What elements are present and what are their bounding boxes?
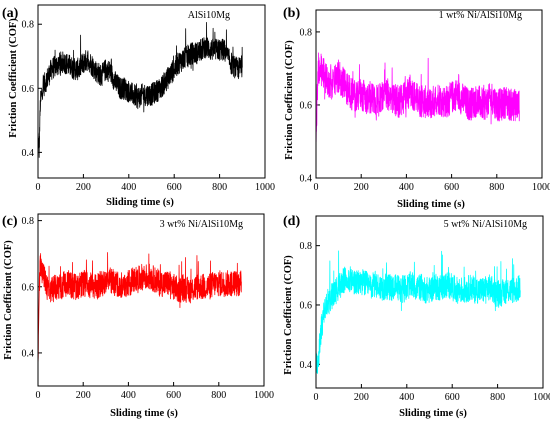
y-tick-label: 0.8	[22, 216, 35, 227]
panel-c-annotation: 3 wt% Ni/AlSi10Mg	[160, 219, 243, 230]
panel-d-x-axis-title: Sliding time (s)	[399, 408, 467, 419]
x-tick-label: 1000	[254, 390, 274, 401]
x-tick-label: 400	[399, 182, 414, 193]
panel-a-x-axis-title: Sliding time (s)	[106, 197, 174, 208]
panel-b-x-axis-title: Sliding time (s)	[397, 199, 465, 210]
panel-c-plot-area: 0 200 400 600 800 1000 0.4 0.6 0.8	[22, 216, 275, 401]
panel-a-label: (a)	[2, 6, 19, 21]
x-tick-label: 200	[354, 392, 369, 403]
y-tick-label: 0.6	[22, 282, 35, 293]
cof-series-line	[37, 21, 243, 158]
y-tick-label: 0.4	[300, 360, 313, 371]
panel-c-label: (c)	[2, 214, 18, 229]
x-tick-label: 1000	[255, 182, 275, 193]
panel-d-label: (d)	[283, 214, 300, 229]
x-tick-label: 600	[167, 182, 182, 193]
y-tick-label: 0.6	[300, 300, 313, 311]
panel-a-y-axis-title: Friction Coefficient (COF)	[8, 18, 19, 138]
x-tick-label: 800	[211, 390, 226, 401]
panel-a-frame	[37, 4, 266, 179]
y-tick-label: 0.6	[22, 84, 35, 95]
x-tick-label: 800	[212, 182, 227, 193]
x-tick-label: 0	[314, 182, 319, 193]
x-tick-label: 0	[36, 182, 41, 193]
y-tick-label: 0.4	[300, 174, 313, 185]
x-tick-label: 1000	[533, 392, 550, 403]
panel-a-plot-area: 0 200 400 600 800 1000 0.4 0.6 0.8	[22, 20, 276, 193]
panel-d-plot-area: 0 200 400 600 800 1000 0.4 0.6 0.8	[300, 241, 550, 403]
x-tick-label: 1000	[532, 182, 550, 193]
x-tick-label: 0	[314, 392, 319, 403]
y-tick-label: 0.4	[22, 148, 35, 159]
panel-d: (d) 5 wt% Ni/AlSi10Mg Friction Coefficie…	[283, 214, 550, 419]
x-tick-label: 200	[76, 390, 91, 401]
panel-b-y-axis-title: Friction Coefficient (COF)	[284, 40, 295, 160]
x-tick-label: 200	[354, 182, 369, 193]
panel-b-plot-area: 0 200 400 600 800 1000 0.4 0.6 0.8	[300, 27, 550, 193]
y-tick-label: 0.4	[22, 348, 35, 359]
x-tick-label: 0	[36, 390, 41, 401]
panel-b: (b) 1 wt% Ni/AlSi10Mg Friction Coefficie…	[283, 6, 550, 210]
panel-c-x-axis-title: Sliding time (s)	[110, 408, 178, 419]
x-tick-label: 600	[166, 390, 181, 401]
panel-b-label: (b)	[283, 6, 300, 21]
cof-series-line	[37, 252, 242, 367]
y-tick-label: 0.8	[300, 241, 313, 252]
y-tick-label: 0.8	[300, 27, 313, 38]
panel-a-annotation: AlSi10Mg	[188, 10, 230, 21]
panel-d-y-axis-title: Friction Coefficient (COF)	[283, 255, 294, 375]
x-tick-label: 400	[121, 182, 136, 193]
panel-c: (c) 3 wt% Ni/AlSi10Mg Friction Coefficie…	[2, 213, 275, 419]
panel-b-frame	[315, 9, 543, 179]
panel-c-y-axis-title: Friction Coefficient (COF)	[3, 240, 14, 360]
cof-series-line	[315, 52, 520, 143]
y-tick-label: 0.8	[22, 20, 35, 31]
panel-a: (a) AlSi10Mg Friction Coefficient (COF) …	[2, 4, 276, 208]
x-tick-label: 400	[121, 390, 136, 401]
panel-c-frame	[37, 213, 265, 387]
x-tick-label: 600	[445, 392, 460, 403]
y-tick-label: 0.6	[300, 100, 313, 111]
panel-d-frame	[315, 215, 544, 389]
panel-d-annotation: 5 wt% Ni/AlSi10Mg	[444, 219, 527, 230]
x-tick-label: 400	[399, 392, 414, 403]
cof-series-line	[315, 250, 521, 374]
panel-b-annotation: 1 wt% Ni/AlSi10Mg	[439, 10, 522, 21]
x-tick-label: 800	[489, 182, 504, 193]
x-tick-label: 600	[444, 182, 459, 193]
x-tick-label: 800	[490, 392, 505, 403]
x-tick-label: 200	[76, 182, 91, 193]
